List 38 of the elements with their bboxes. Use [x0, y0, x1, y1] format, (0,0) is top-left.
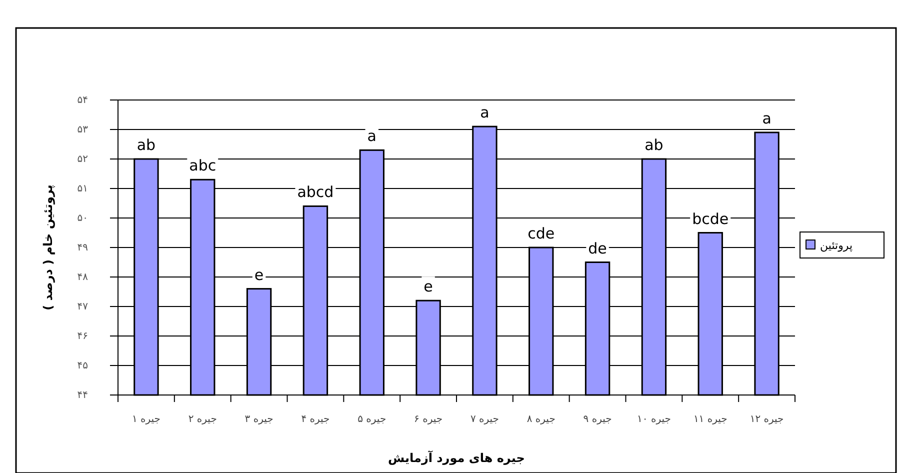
y-tick-label: ۴۵: [77, 360, 88, 372]
y-tick-label: ۴۷: [77, 302, 89, 313]
annotation: abc: [189, 156, 216, 175]
y-tick-label: ۴۸: [77, 272, 89, 284]
y-tick-label: ۴۴: [77, 390, 88, 402]
annotation: e: [424, 278, 433, 296]
y-tick-label: ۵۰: [77, 213, 88, 224]
x-tick-label: جیره ۱۲: [750, 414, 784, 426]
annotation: a: [762, 109, 772, 128]
x-tick-label: جیره ۸: [526, 414, 556, 426]
annotation: cde: [528, 224, 555, 242]
annotation: ab: [136, 136, 156, 154]
x-tick-label: جیره ۱۱: [693, 414, 728, 426]
annotation: de: [588, 239, 607, 258]
y-tick-label: ۵۳: [77, 124, 89, 136]
annotation: bcde: [692, 210, 729, 228]
annotation: a: [367, 127, 376, 146]
x-tick-label: جیره ۱: [132, 414, 160, 426]
x-tick-label: جیره ۲: [188, 414, 217, 426]
y-tick-label: ۵۱: [77, 184, 88, 195]
annotation: a: [480, 104, 490, 122]
x-tick-label: جیره ۷: [470, 414, 499, 426]
x-tick-label: جیره ۶: [414, 414, 443, 426]
annotation: e: [254, 266, 264, 284]
y-tick-label: ۴۶: [77, 331, 88, 342]
x-tick-label: جیره ۳: [244, 414, 274, 426]
y-axis-title: پروتئین خام ( درصد ): [41, 184, 55, 310]
x-tick-label: جیره ۴: [301, 414, 330, 426]
y-tick-label: ۵۴: [77, 95, 88, 106]
x-tick-label: جیره ۵: [358, 414, 386, 426]
legend-label: پروتئین: [820, 239, 853, 252]
annotation: ab: [644, 136, 664, 154]
y-tick-label: ۴۹: [77, 242, 88, 254]
y-tick-label: ۵۲: [77, 154, 88, 166]
x-axis-title: جیره های مورد آزمایش: [388, 450, 525, 465]
x-tick-label: جیره ۹: [583, 414, 612, 426]
x-tick-label: جیره ۱۰: [637, 414, 671, 426]
annotation: abcd: [297, 183, 334, 202]
